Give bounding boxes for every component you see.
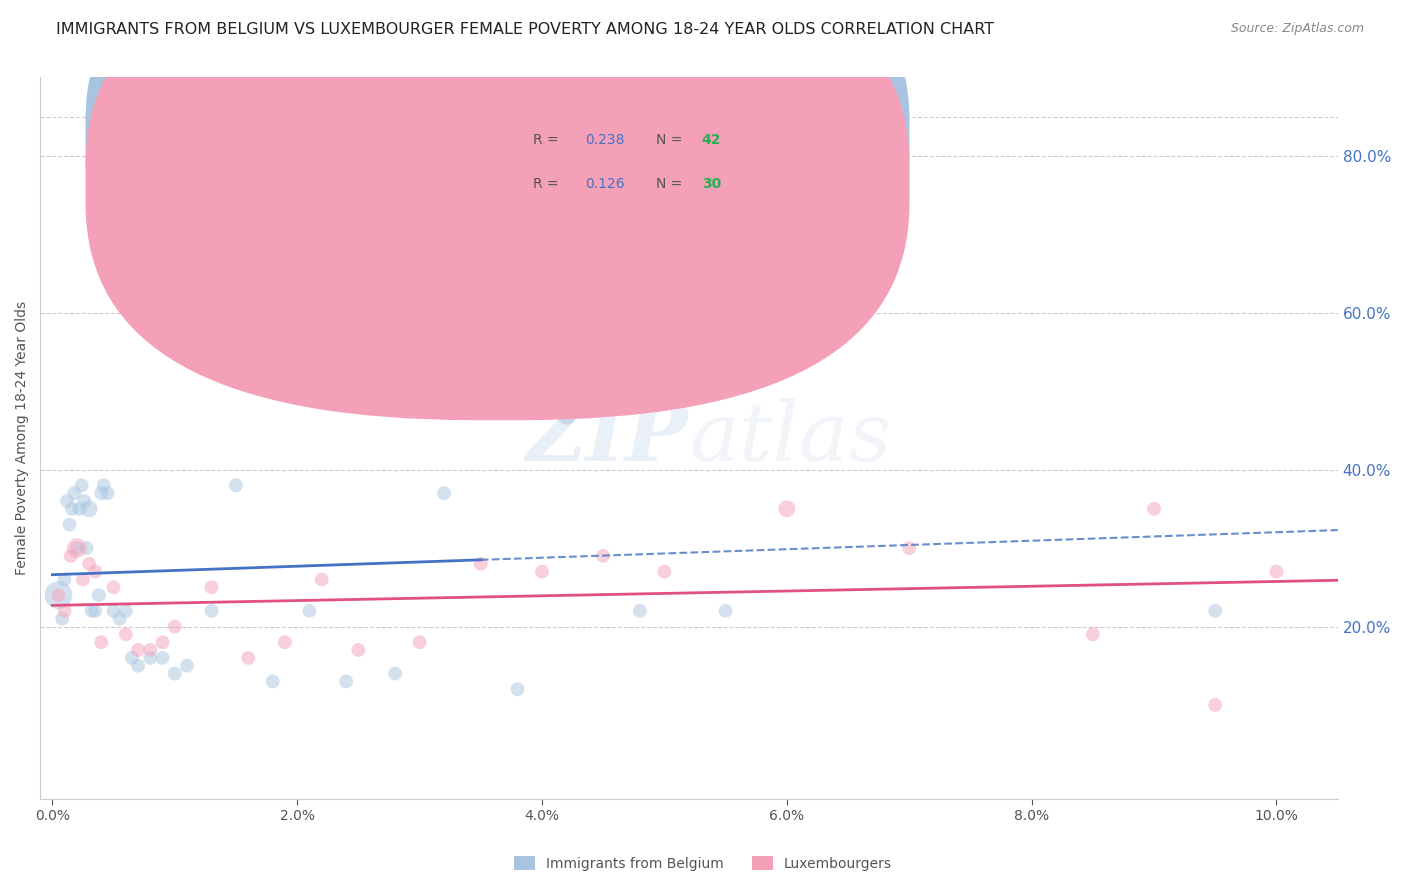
Text: Source: ZipAtlas.com: Source: ZipAtlas.com (1230, 22, 1364, 36)
Point (347, 643, 370, 657)
Y-axis label: Female Poverty Among 18-24 Year Olds: Female Poverty Among 18-24 Year Olds (15, 301, 30, 575)
Point (335, 674, 357, 689)
Point (58, 517, 80, 532)
Point (238, 651, 260, 665)
Point (433, 486, 456, 500)
Point (152, 635, 174, 649)
Point (163, 619, 186, 633)
Point (678, 282, 700, 296)
Point (73, 494, 96, 508)
Text: 0.238: 0.238 (585, 133, 624, 147)
Point (262, 674, 284, 689)
Point (384, 666, 406, 681)
Point (152, 651, 174, 665)
Point (66, 541, 89, 555)
Text: N =: N = (657, 177, 688, 191)
Point (714, 604, 737, 618)
Point (84, 565, 107, 579)
Point (77, 501, 100, 516)
Text: ZIP: ZIP (526, 398, 689, 478)
Point (84, 604, 107, 618)
Point (80, 604, 103, 618)
Point (70, 478, 93, 492)
Point (127, 643, 149, 657)
Text: 42: 42 (702, 133, 721, 147)
Text: 30: 30 (702, 177, 721, 191)
Point (654, 565, 676, 579)
Point (127, 658, 149, 673)
Point (628, 604, 651, 618)
Text: R =: R = (533, 177, 564, 191)
Point (225, 478, 247, 492)
Legend: Immigrants from Belgium, Luxembourgers: Immigrants from Belgium, Luxembourgers (509, 850, 897, 876)
Point (51, 612, 73, 626)
Point (56, 494, 79, 508)
Point (90, 635, 112, 649)
Point (96, 486, 118, 500)
Point (139, 651, 162, 665)
Point (776, 501, 799, 516)
Text: N =: N = (657, 133, 688, 147)
Point (592, 368, 614, 383)
Point (72, 573, 94, 587)
Point (103, 604, 125, 618)
Point (506, 682, 529, 697)
Point (87, 588, 110, 602)
Point (176, 658, 198, 673)
Point (408, 635, 430, 649)
FancyBboxPatch shape (86, 0, 910, 420)
Point (200, 580, 222, 594)
Point (200, 604, 222, 618)
Point (67, 501, 90, 516)
Point (108, 612, 131, 626)
Point (1081, 627, 1104, 641)
Point (114, 627, 136, 641)
Text: R =: R = (533, 133, 564, 147)
Point (93, 478, 115, 492)
Point (1204, 604, 1226, 618)
Point (898, 541, 921, 555)
Point (121, 651, 143, 665)
Point (53, 573, 76, 587)
Point (1265, 565, 1288, 579)
Text: IMMIGRANTS FROM BELGIUM VS LUXEMBOURGER FEMALE POVERTY AMONG 18-24 YEAR OLDS COR: IMMIGRANTS FROM BELGIUM VS LUXEMBOURGER … (56, 22, 994, 37)
Point (592, 549, 614, 563)
Point (530, 565, 553, 579)
Point (114, 604, 136, 618)
Point (103, 580, 125, 594)
Point (59, 549, 82, 563)
Point (1204, 698, 1226, 712)
Point (274, 635, 297, 649)
Point (77, 557, 100, 571)
Point (90, 486, 112, 500)
Point (139, 643, 162, 657)
Point (76, 541, 98, 555)
Point (163, 666, 186, 681)
Point (555, 408, 578, 422)
FancyBboxPatch shape (86, 0, 910, 376)
FancyBboxPatch shape (449, 110, 773, 211)
Point (470, 557, 492, 571)
Point (63, 486, 86, 500)
Point (60, 501, 83, 516)
Point (311, 573, 333, 587)
Point (298, 604, 321, 618)
Point (48, 588, 70, 602)
Point (66, 541, 89, 555)
Point (53, 604, 76, 618)
Text: 0.126: 0.126 (585, 177, 624, 191)
Point (1143, 501, 1166, 516)
Text: atlas: atlas (689, 398, 891, 478)
Point (48, 588, 70, 602)
